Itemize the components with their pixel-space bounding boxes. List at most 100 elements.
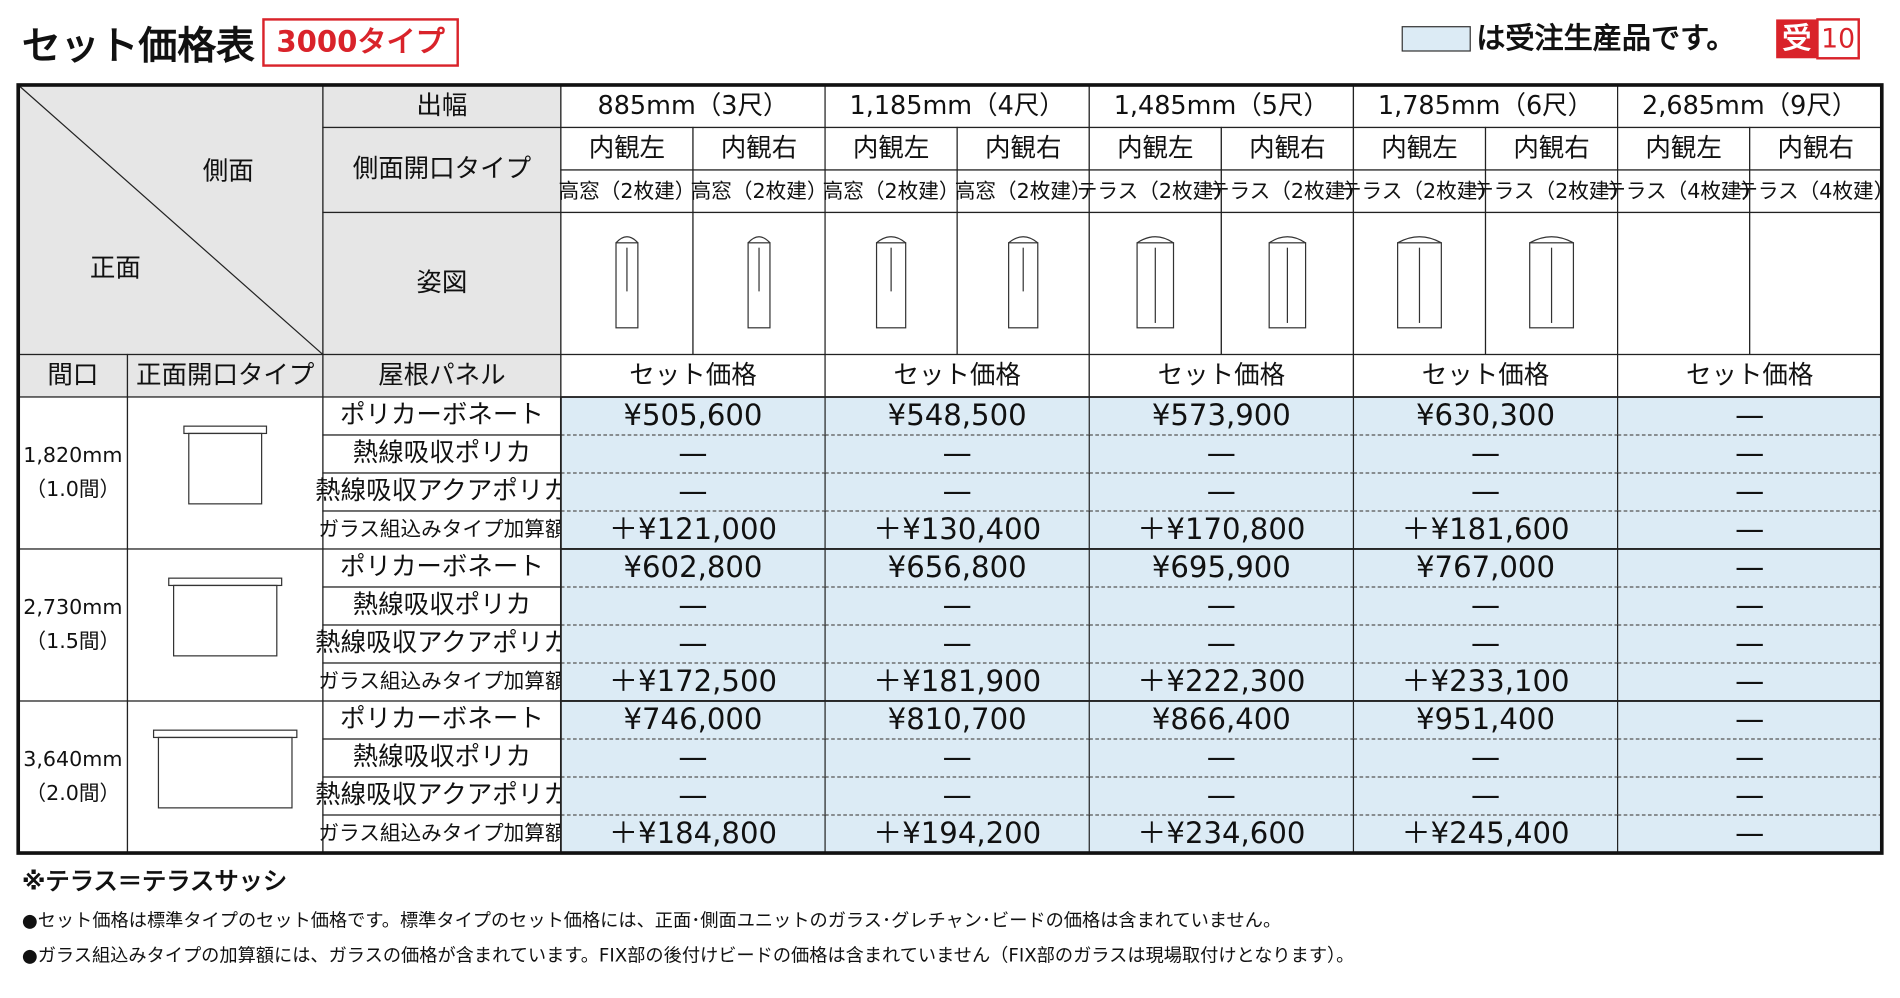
price: ¥656,800 — [888, 550, 1027, 584]
cell — [17, 700, 129, 854]
price-cell — [825, 663, 1090, 702]
price-cell — [1353, 701, 1618, 740]
panel: 熱線吸収アクアポリカ — [315, 476, 569, 506]
side: 内観右 — [1249, 133, 1325, 163]
cell — [1749, 211, 1883, 356]
price: — — [678, 740, 707, 774]
badge-box — [1776, 19, 1818, 59]
price-cell — [825, 397, 1090, 436]
cell — [560, 169, 694, 214]
price-cell — [1353, 739, 1618, 778]
price-cell — [825, 587, 1090, 626]
price: — — [678, 778, 707, 812]
price: — — [1735, 702, 1764, 736]
row-label: 側面開口タイプ — [353, 154, 532, 184]
frontage-ken: （1.5間） — [26, 629, 121, 653]
side-type: 高窓（2枚建） — [955, 179, 1092, 203]
price-cell — [825, 435, 1090, 474]
diagonal — [17, 84, 324, 355]
price: ¥573,900 — [1152, 398, 1291, 432]
price: ¥548,500 — [888, 398, 1027, 432]
front-figure — [152, 729, 298, 739]
price-cell — [1089, 397, 1354, 436]
price-cell — [560, 663, 826, 702]
column-width: 1,785mm（6尺） — [1378, 91, 1593, 121]
cell — [1749, 169, 1883, 214]
price: ¥951,400 — [1416, 702, 1555, 736]
price: — — [1735, 474, 1764, 508]
price: — — [1207, 588, 1236, 622]
price: — — [678, 436, 707, 470]
price: — — [1735, 588, 1764, 622]
figure — [615, 242, 639, 329]
table-border — [16, 83, 1884, 855]
side-type: テラス（4枚建） — [1737, 179, 1894, 203]
price: ＋¥234,600 — [1137, 816, 1305, 850]
price: ＋¥130,400 — [873, 512, 1041, 546]
cell — [126, 396, 324, 550]
side-type: テラス（4枚建） — [1605, 179, 1762, 203]
note: ※テラス＝テラスサッシ — [22, 867, 287, 896]
price-cell — [1617, 397, 1882, 436]
price-cell — [825, 777, 1090, 816]
price: ¥810,700 — [888, 702, 1027, 736]
panel: ポリカーボネート — [340, 704, 544, 734]
cell — [1220, 169, 1355, 214]
price: — — [1207, 436, 1236, 470]
price-header: セット価格 — [1686, 360, 1813, 390]
cell — [1484, 126, 1619, 171]
type-badge-box — [262, 18, 459, 67]
panel: ポリカーボネート — [340, 400, 544, 430]
price-cell — [825, 473, 1090, 512]
price: — — [678, 474, 707, 508]
price-cell — [825, 625, 1090, 664]
price: — — [943, 588, 972, 622]
price-cell — [1089, 625, 1354, 664]
price-cell — [1089, 473, 1354, 512]
side: 内観右 — [1513, 133, 1589, 163]
cell — [126, 548, 324, 702]
side: 内観左 — [1381, 133, 1457, 163]
price: ¥767,000 — [1416, 550, 1555, 584]
price: — — [943, 740, 972, 774]
price: — — [943, 436, 972, 470]
price: — — [1207, 740, 1236, 774]
figure — [1268, 236, 1306, 244]
price-cell — [1617, 663, 1882, 702]
price-cell — [1089, 777, 1354, 816]
price: — — [1735, 512, 1764, 546]
front-figure — [168, 577, 283, 587]
figure — [1136, 236, 1174, 244]
legend-swatch — [1401, 26, 1471, 52]
price-cell — [1617, 587, 1882, 626]
type-badge: 3000タイプ — [276, 25, 445, 59]
cell — [1352, 353, 1619, 398]
price-cell — [1617, 739, 1882, 778]
side-type: 高窓（2枚建） — [691, 179, 828, 203]
column-width: 2,685mm（9尺） — [1642, 91, 1857, 121]
price-cell — [1617, 435, 1882, 474]
col-label: 間口 — [47, 360, 98, 390]
cell — [1617, 353, 1883, 398]
price-cell — [1353, 777, 1618, 816]
cell — [1352, 84, 1619, 129]
frontage-ken: （1.0間） — [26, 477, 121, 501]
side: 内観左 — [589, 133, 665, 163]
price: — — [1471, 778, 1500, 812]
side: 内観右 — [1778, 133, 1854, 163]
figure — [1397, 236, 1442, 244]
cell — [322, 776, 562, 816]
price: ¥505,600 — [623, 398, 762, 432]
price-cell — [560, 815, 826, 854]
price: ＋¥181,900 — [873, 664, 1041, 698]
price-cell — [1353, 511, 1618, 550]
row-label: 屋根パネル — [378, 360, 505, 390]
price: — — [1735, 398, 1764, 432]
price: — — [1735, 436, 1764, 470]
figure — [615, 236, 639, 244]
panel: ポリカーボネート — [340, 552, 544, 582]
note: ●セット価格は標準タイプのセット価格です。標準タイプのセット価格には、正面･側面… — [22, 911, 1281, 932]
price-cell — [825, 815, 1090, 854]
price-cell — [1089, 815, 1354, 854]
